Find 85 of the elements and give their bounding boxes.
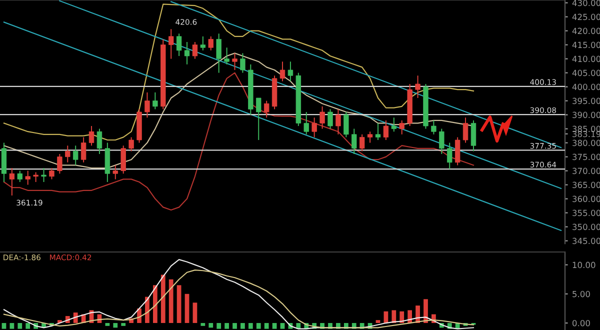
bar	[240, 323, 245, 329]
bar	[152, 285, 158, 324]
candlestick	[399, 120, 404, 135]
candlestick	[336, 108, 341, 135]
candlestick	[88, 126, 94, 146]
candlestick	[80, 136, 86, 163]
candlestick	[144, 92, 150, 118]
candlestick	[375, 122, 381, 140]
candlestick	[320, 106, 325, 130]
candlestick	[176, 33, 182, 56]
candlestick	[288, 61, 294, 82]
candlestick	[49, 168, 54, 180]
bar	[200, 323, 206, 326]
candlestick	[57, 154, 62, 174]
bar	[192, 302, 198, 324]
bar	[26, 323, 30, 329]
candlestick	[25, 170, 30, 186]
candlestick	[9, 168, 15, 196]
candlestick	[17, 170, 22, 182]
bar	[160, 274, 166, 324]
y-tick-label: 10.00	[572, 262, 596, 268]
candlestick	[454, 136, 460, 166]
candlestick	[216, 33, 222, 74]
candlestick	[383, 120, 389, 140]
candlestick	[33, 172, 38, 182]
candlestick	[431, 120, 436, 135]
bar	[176, 285, 182, 324]
candlestick	[359, 134, 365, 152]
candlestick	[168, 28, 174, 60]
candlestick	[264, 100, 270, 118]
candlestick	[240, 52, 246, 74]
candlestick	[256, 98, 262, 140]
candlestick	[192, 42, 198, 60]
candlestick	[352, 128, 357, 154]
candlestick	[224, 47, 230, 65]
candlestick	[200, 36, 206, 51]
bar	[376, 320, 380, 324]
bar	[10, 323, 14, 329]
bar	[272, 323, 277, 329]
bar	[208, 323, 214, 328]
bar	[232, 323, 237, 329]
candlestick	[120, 145, 126, 174]
bar	[168, 279, 174, 324]
candlestick	[470, 120, 476, 152]
line-series	[3, 269, 474, 328]
bar	[113, 323, 118, 328]
bar	[216, 323, 222, 329]
candlestick	[312, 117, 317, 138]
candlestick	[112, 164, 118, 180]
bar	[224, 323, 229, 329]
bar	[184, 294, 190, 324]
candlestick	[367, 131, 373, 144]
bar	[248, 323, 253, 329]
candlestick	[439, 128, 444, 154]
candlestick	[280, 61, 286, 82]
candlestick	[232, 52, 238, 70]
line-series	[3, 259, 474, 330]
line-series	[3, 72, 474, 211]
candlestick	[344, 112, 349, 138]
bar	[424, 299, 428, 324]
candlestick	[462, 117, 468, 144]
candlestick	[41, 168, 46, 182]
y-tick-label: 0.00	[572, 320, 590, 326]
bar	[256, 323, 261, 329]
candlestick	[152, 92, 158, 110]
candlestick	[447, 142, 452, 170]
bar	[392, 310, 396, 324]
bar	[18, 323, 22, 329]
bar	[400, 311, 404, 324]
candlestick	[65, 145, 70, 163]
candlestick	[128, 136, 134, 152]
candlestick	[415, 75, 420, 98]
candlestick	[208, 36, 214, 51]
bar	[121, 323, 126, 326]
candlestick	[328, 108, 333, 130]
candlestick	[304, 112, 309, 135]
candlestick	[96, 128, 102, 154]
bar	[280, 323, 285, 329]
candlestick	[184, 42, 190, 65]
candlestick	[73, 145, 78, 166]
y-tick-label: 5.00	[572, 290, 590, 298]
bar	[264, 323, 269, 329]
bar	[2, 323, 6, 329]
bar	[105, 323, 110, 326]
candlestick	[391, 117, 397, 132]
